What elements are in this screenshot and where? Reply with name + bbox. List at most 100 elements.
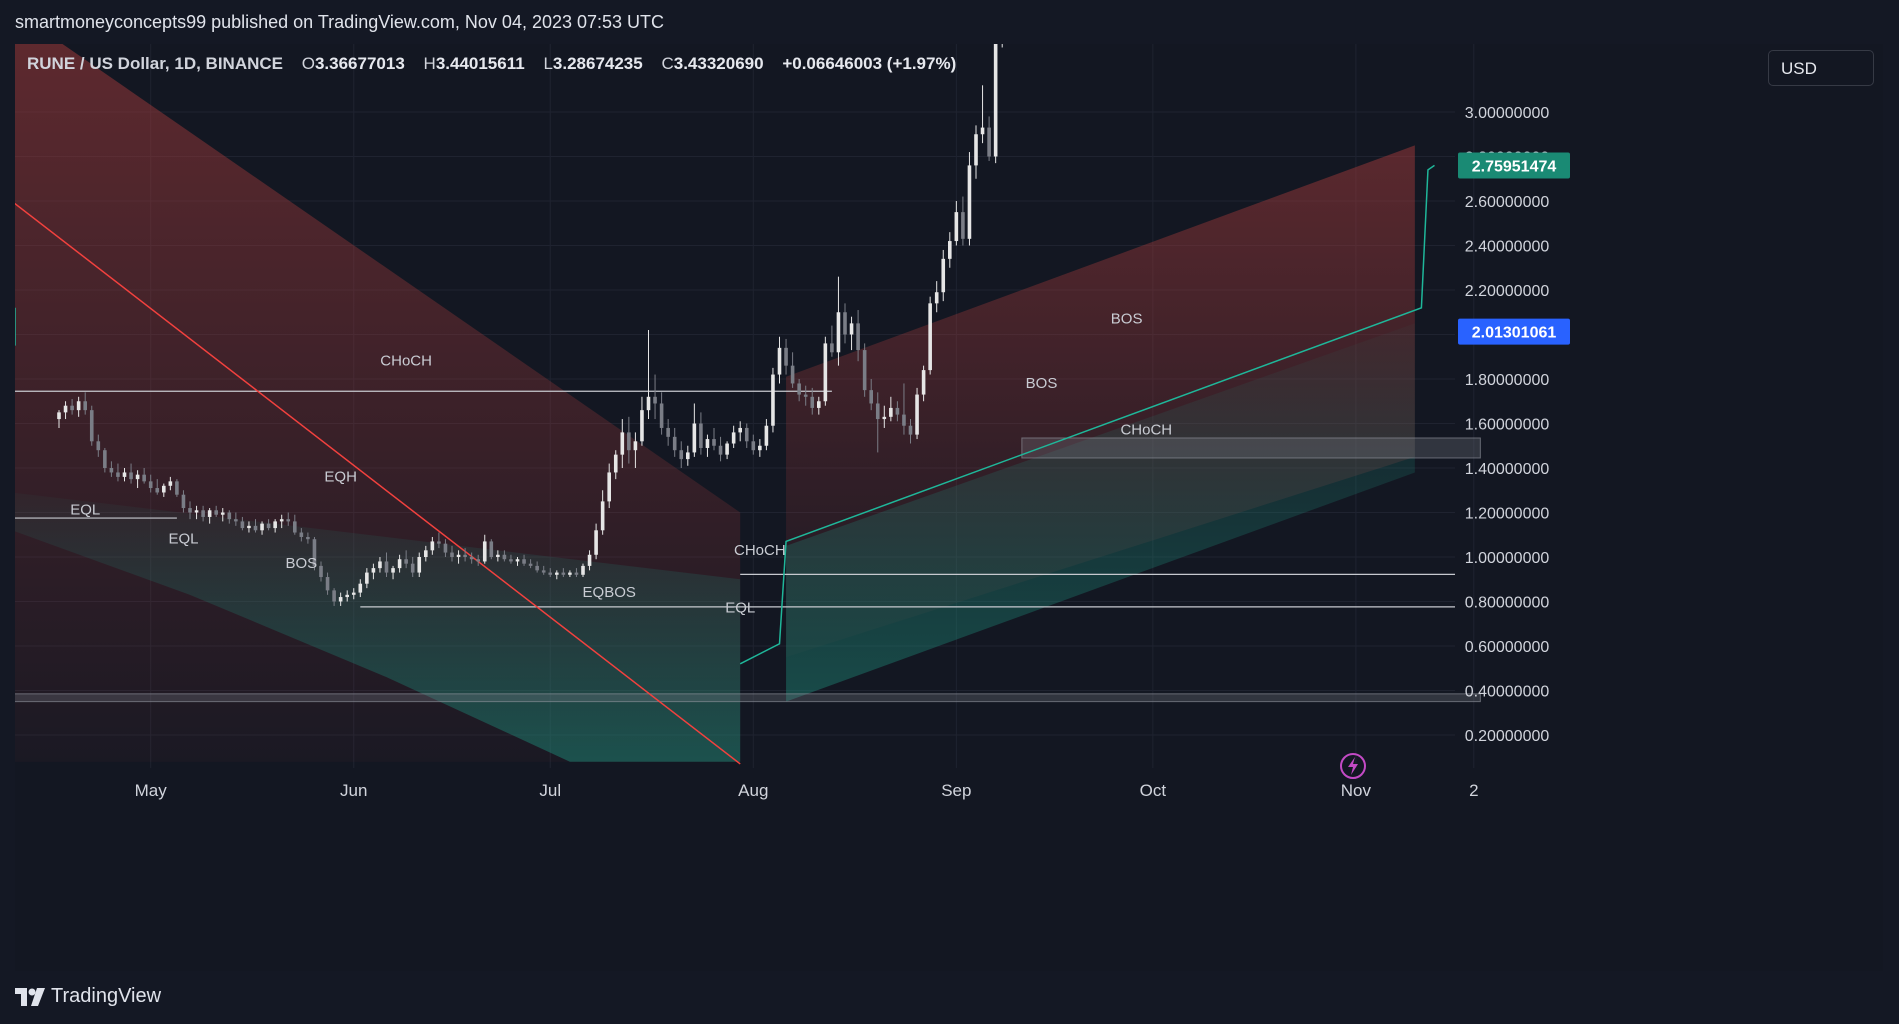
candle-body [135,474,140,480]
price-chart[interactable]: CHoCHoCHEQHEQLEQLBOSEQBOSEQLCHoCHBOSBOSC… [15,44,1883,971]
time-tick-label[interactable]: Jul [539,781,561,800]
candle-body [895,407,900,415]
candle [476,554,480,566]
candle-body [365,572,369,584]
price-tick-label[interactable]: 0.20000000 [1465,728,1550,745]
price-tick-label[interactable]: 0.80000000 [1465,595,1550,612]
candle [358,579,363,598]
price-tick-label[interactable]: 0.60000000 [1465,639,1550,656]
candle-body [594,530,598,555]
price-tick-label[interactable]: 1.00000000 [1465,550,1550,567]
candle [771,367,775,433]
candle [535,561,539,573]
price-badge-box [1458,152,1570,179]
candle-body [220,512,225,515]
currency-button[interactable]: USD [1768,50,1874,86]
candle-body [358,583,363,593]
price-badge-text: 2.75951474 [1472,159,1557,176]
candle [365,568,369,589]
candle [122,468,127,482]
price-axis[interactable]: 0.20000000 0.40000000 0.60000000 0.80000000… [1465,105,1550,745]
candle-body [162,485,166,493]
candle [83,392,87,415]
time-tick-label[interactable]: Sep [941,781,971,800]
candle [889,396,893,422]
price-tick-label[interactable]: 3.00000000 [1465,105,1550,122]
time-tick-label[interactable]: May [135,781,168,800]
candle [220,508,225,522]
chart-area[interactable]: CHoCHoCHEQHEQLEQLBOSEQBOSEQLCHoCHBOSBOSC… [15,44,1883,971]
candle-body [731,432,736,444]
candle [496,550,500,562]
candle [594,523,598,560]
candle [568,570,572,578]
price-tick-label[interactable]: 1.80000000 [1465,372,1550,389]
candle [266,519,271,531]
candle [810,387,815,415]
candle [103,447,107,473]
candle-body [993,44,998,157]
candle-body [941,258,946,293]
candle-body [548,572,553,575]
candle-body [581,565,585,575]
publication-header: smartmoneyconcepts99 published on Tradin… [0,0,1899,44]
time-tick-label[interactable]: Nov [1341,781,1372,800]
candle-body [627,432,631,451]
candle-body [817,401,821,408]
candle [194,505,199,520]
candle-body [882,416,887,420]
candle [404,550,408,569]
candle [862,343,867,397]
candle [712,427,716,451]
open-label: O [301,54,315,73]
candle-body [764,425,769,446]
candle-body [148,481,153,489]
candle-body [450,552,454,557]
candle [869,379,873,411]
symbol-legend: RUNE / US Dollar, 1D, BINANCE O3.3667701… [27,54,956,74]
candle-body [653,396,657,404]
time-tick-label[interactable]: 2 [1469,781,1478,800]
time-tick-label[interactable]: Aug [738,781,768,800]
time-axis[interactable]: May Jun Jul Aug Sep Oct Nov 2 [135,781,1479,800]
candle-body [496,554,500,557]
candle-body [338,597,343,602]
candle [731,425,736,448]
candle-body [266,523,271,529]
price-tick-label[interactable]: 0.40000000 [1465,684,1550,701]
price-tick-label[interactable]: 1.60000000 [1465,417,1550,434]
candle [116,463,120,482]
price-tick-label[interactable]: 1.40000000 [1465,461,1550,478]
candle [515,557,520,566]
candle-body [810,396,815,408]
candle [908,419,913,444]
candle-body [646,396,651,411]
structure-label: CHoCH [1120,422,1172,439]
candle-body [555,572,559,575]
price-tick-label[interactable]: 2.40000000 [1465,239,1550,256]
time-tick-label[interactable]: Oct [1140,781,1167,800]
price-tick-label[interactable]: 2.60000000 [1465,194,1550,211]
candle-body [57,412,61,420]
price-tick-label[interactable]: 2.20000000 [1465,283,1550,300]
footer-brand[interactable]: TradingView [15,985,161,1015]
lightning-icon[interactable] [1340,753,1366,779]
candle-body [803,394,808,397]
time-tick-label[interactable]: Jun [340,781,367,800]
candle-body [155,488,160,493]
candle-body [725,443,729,455]
candle [803,385,808,406]
price-tick-label[interactable]: 1.20000000 [1465,506,1550,523]
candle-body [574,572,579,575]
candle [764,419,769,451]
candle [974,125,978,179]
candle [312,536,317,571]
candle [142,468,146,484]
candle-body [489,541,494,557]
candle-body [293,521,297,533]
candle [758,439,762,457]
candle-body [351,592,356,595]
candle-body [371,568,376,573]
candle-body [273,521,277,529]
candle [928,296,932,375]
